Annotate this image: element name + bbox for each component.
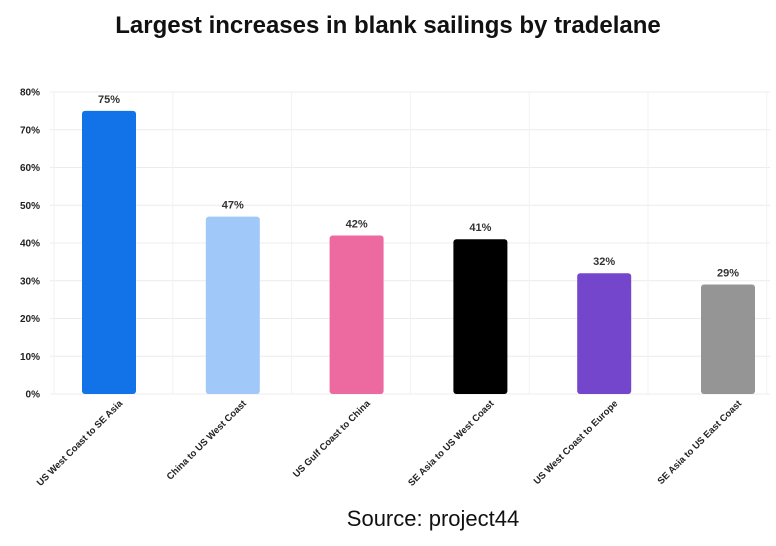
category-label: US West Coast to Europe [532, 398, 621, 487]
y-tick-label: 50% [20, 201, 40, 212]
bar-5 [577, 273, 632, 394]
y-tick-label: 70% [20, 125, 40, 136]
y-tick-label: 10% [20, 352, 40, 363]
y-tick-label: 60% [20, 163, 40, 174]
category-label: China to US West Coast [165, 398, 250, 483]
category-label: US Gulf Coast to China [291, 398, 373, 480]
bar-value-label: 41% [469, 222, 491, 234]
bar-1 [82, 110, 136, 394]
y-tick-label: 0% [26, 390, 41, 401]
chart-title: Largest increases in blank sailings by t… [115, 12, 661, 39]
source-caption: Source: project44 [346, 506, 520, 531]
bar-value-label: 75% [98, 94, 120, 106]
category-label: SE Asia to US West Coast [406, 398, 497, 489]
bar-value-label: 42% [346, 218, 368, 230]
bar-3 [329, 235, 384, 394]
y-tick-label: 30% [20, 276, 40, 287]
y-tick-label: 40% [20, 239, 40, 250]
category-label: SE Asia to US East Coast [656, 398, 745, 487]
y-tick-label: 80% [20, 88, 40, 99]
bar-value-label: 32% [593, 256, 615, 268]
category-label: US West Coast to SE Asia [35, 398, 126, 489]
bar-2 [205, 216, 260, 394]
bar-value-label: 47% [222, 200, 244, 212]
y-tick-label: 20% [20, 314, 40, 325]
bar-6 [701, 284, 755, 394]
bar-value-label: 29% [717, 268, 739, 280]
bar-4 [453, 239, 508, 394]
